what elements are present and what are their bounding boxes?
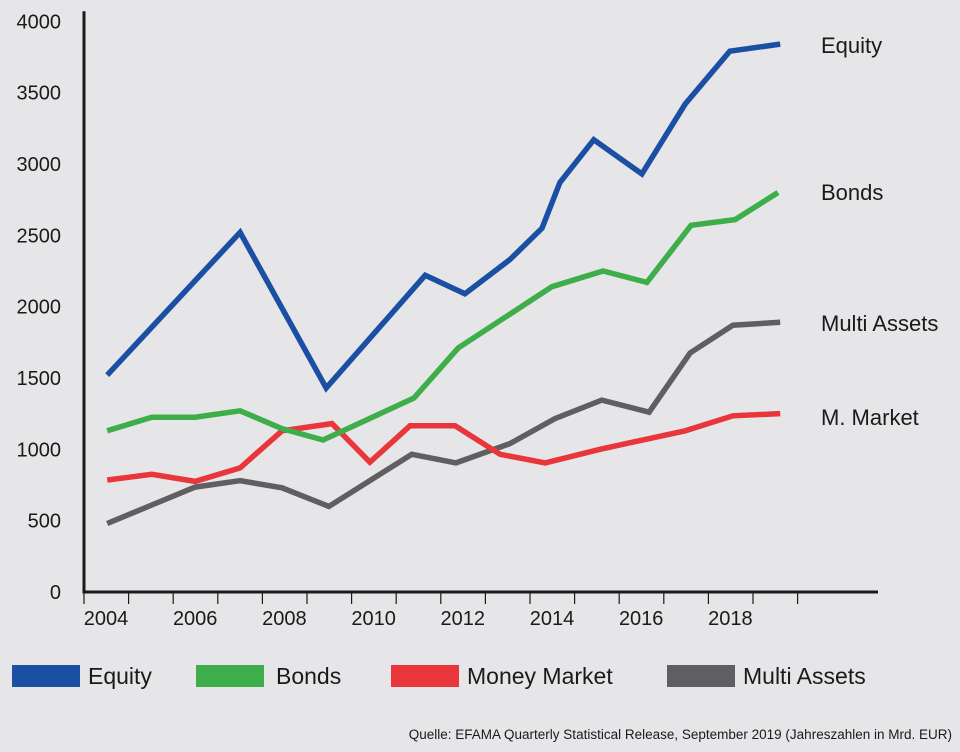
series-line-equity <box>105 41 781 393</box>
x-axis-ticks: 2004 2006 2008 2010 2012 2014 2016 2018 <box>83 592 799 630</box>
y-tick-label: 3500 <box>17 83 62 105</box>
x-tick-label: 2014 <box>530 608 575 630</box>
x-tick-label: 2006 <box>173 608 218 630</box>
end-label-bonds: Bonds <box>821 180 883 205</box>
legend-label-money-market: Money Market <box>467 663 613 689</box>
series-line-money-market <box>106 410 781 485</box>
y-tick-label: 3000 <box>17 154 62 176</box>
legend: Equity Bonds Money Market Multi Assets <box>0 661 960 691</box>
series-line-bonds <box>106 190 780 443</box>
legend-item-multi-assets: Multi Assets <box>667 661 866 691</box>
end-label-multi-assets: Multi Assets <box>821 311 938 336</box>
y-tick-label: 2500 <box>17 225 62 247</box>
y-tick-label: 0 <box>50 582 61 604</box>
legend-swatch-multi-assets <box>667 665 735 687</box>
legend-swatch-equity <box>12 665 80 687</box>
series-lines <box>105 41 781 527</box>
legend-item-money-market: Money Market <box>391 661 613 691</box>
source-note: Quelle: EFAMA Quarterly Statistical Rele… <box>408 727 952 742</box>
legend-item-equity: Equity <box>12 661 152 691</box>
y-axis-ticks: 0 500 1000 1500 2000 2500 3000 3500 4000 <box>17 11 62 604</box>
x-tick-label: 2012 <box>441 608 486 630</box>
legend-label-equity: Equity <box>88 663 152 689</box>
x-tick-label: 2016 <box>619 608 664 630</box>
series-line-multi-assets <box>106 319 781 527</box>
end-label-equity: Equity <box>821 33 882 58</box>
x-tick-label: 2008 <box>262 608 307 630</box>
end-label-money-market: M. Market <box>821 405 919 430</box>
x-tick-label: 2004 <box>84 608 129 630</box>
legend-label-bonds: Bonds <box>276 663 342 689</box>
y-tick-label: 500 <box>28 511 61 533</box>
y-tick-label: 1500 <box>17 368 62 390</box>
y-tick-label: 2000 <box>17 297 62 319</box>
x-tick-label: 2010 <box>351 608 396 630</box>
legend-label-multi-assets: Multi Assets <box>743 663 866 689</box>
x-tick-label: 2018 <box>708 608 753 630</box>
legend-swatch-bonds <box>196 665 264 687</box>
y-tick-label: 4000 <box>17 11 62 33</box>
legend-item-bonds: Bonds <box>196 661 341 691</box>
y-tick-label: 1000 <box>17 439 62 461</box>
legend-swatch-money-market <box>391 665 459 687</box>
series-end-labels: Equity Bonds M. Market Multi Assets <box>821 33 938 430</box>
